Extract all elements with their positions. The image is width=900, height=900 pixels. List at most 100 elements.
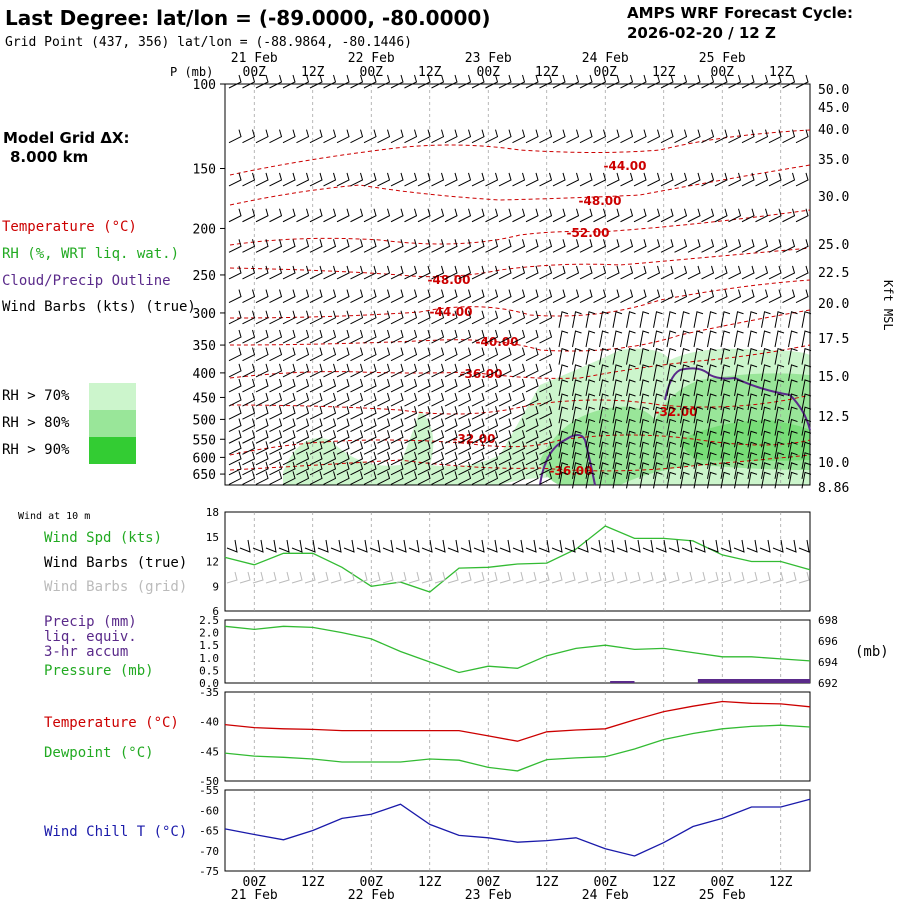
wind-barb [653, 471, 663, 489]
upper-air-panel: P (mb) Kft MSL [170, 65, 895, 331]
top-time-label-3: 12Z [418, 65, 442, 80]
wind-barb [471, 172, 485, 187]
temperature-panel: -35 -40 -45 -50 [199, 686, 811, 788]
wind-barb [363, 461, 377, 476]
wind-chill-panel-frame [224, 789, 811, 872]
surface-wind-barb [512, 539, 524, 553]
wind-barb [458, 265, 472, 280]
wind-barb [363, 74, 377, 89]
wind-barb [761, 347, 771, 365]
wind-barb [363, 392, 377, 407]
height-tick-1: 45.0 [818, 101, 849, 116]
wind-barb [761, 452, 771, 469]
pressure-tick-450: 450 [193, 391, 216, 406]
wind-barb [323, 363, 337, 378]
wind-barb [431, 347, 445, 362]
pressure-tick-400: 400 [193, 367, 216, 382]
wind-barb [255, 461, 269, 476]
wind-barb [512, 347, 526, 362]
wind-barb [323, 418, 337, 433]
wind-barb [660, 239, 674, 253]
pressure-tick-600: 600 [193, 451, 216, 466]
wind-barb [782, 172, 796, 187]
wind-barb [390, 363, 404, 378]
top-date-label-4: 25 Feb [699, 51, 746, 66]
wind-barb [539, 430, 553, 444]
wind-barb [471, 471, 485, 485]
wind-barb [512, 172, 526, 187]
wind-barb [774, 311, 785, 328]
top-date-label-3: 24 Feb [582, 51, 629, 66]
bottom-time-label-8: 00Z [711, 875, 735, 890]
wind-barb [336, 329, 350, 344]
grid-dx-label: Model Grid ΔX: [3, 129, 130, 147]
wind-barb [296, 208, 310, 223]
wind-barb [377, 74, 391, 89]
wind-barb [498, 289, 512, 304]
wind-barb [720, 347, 731, 365]
wind-barb [336, 347, 350, 362]
wind-barb [498, 347, 512, 362]
wind-barb [296, 129, 310, 144]
grid-wind-barb [369, 571, 381, 584]
grid-wind-barb [265, 571, 277, 584]
wind-barb [626, 471, 636, 489]
wind-barb [734, 418, 744, 436]
grid-wind-barb [356, 571, 368, 584]
wind-barb [693, 441, 704, 459]
wind-barb [471, 430, 485, 444]
wind-barb [282, 172, 296, 187]
wind-barb [714, 289, 728, 304]
wind-barb [498, 378, 512, 393]
wind-barb [269, 471, 283, 485]
wind-barb [296, 363, 310, 378]
surface-wind-barb [668, 539, 680, 553]
wind-barb [323, 265, 337, 280]
wind-barb [228, 172, 242, 187]
wind-barb [728, 239, 742, 253]
wind-barb [558, 462, 569, 479]
wind-barb [747, 471, 758, 489]
wind-barb [336, 471, 350, 485]
wind-barb [599, 418, 609, 436]
wind-barb [626, 393, 636, 411]
surface-wind-barb [304, 539, 316, 553]
wind-barb [612, 441, 623, 459]
wind-barb [417, 329, 431, 344]
wind-barb [572, 406, 582, 424]
wind-barb [612, 347, 623, 365]
wind-barb [693, 418, 704, 436]
wind-barb [350, 239, 364, 253]
wind-barb [539, 451, 553, 466]
wind-barb [444, 74, 458, 89]
isotherm-9 [229, 454, 811, 472]
wind-barb [336, 378, 350, 393]
wind-barb [788, 430, 798, 448]
wind-barb [498, 208, 512, 223]
wind-barb [282, 74, 296, 89]
wind-barb [747, 379, 758, 397]
wind-barb [485, 406, 499, 420]
wind-barb [552, 239, 566, 253]
isotherm-0 [229, 129, 811, 176]
wind-barb [788, 311, 798, 328]
wind-barb [795, 208, 809, 223]
wind-barb [620, 289, 634, 304]
wind-barb [755, 74, 769, 89]
wind-barb [269, 378, 283, 393]
wind-barb [639, 347, 650, 365]
wind-y-tick-4: 6 [212, 605, 219, 618]
legend-rh: RH (%, WRT liq. wat.) [2, 246, 179, 262]
wind-barb [714, 172, 728, 187]
isotherm-1 [229, 164, 811, 206]
isotherm-label-3: -48.00 [428, 273, 471, 287]
wind-barb [585, 462, 596, 479]
wind-barb [431, 363, 445, 378]
wind-barb [639, 364, 650, 381]
wind-barb [228, 461, 242, 476]
wind-barb [336, 74, 350, 89]
surface-wind-barb [369, 539, 381, 553]
wind-barb [612, 364, 623, 381]
surface-wind-barb [642, 539, 654, 553]
wind-barb [363, 418, 377, 433]
